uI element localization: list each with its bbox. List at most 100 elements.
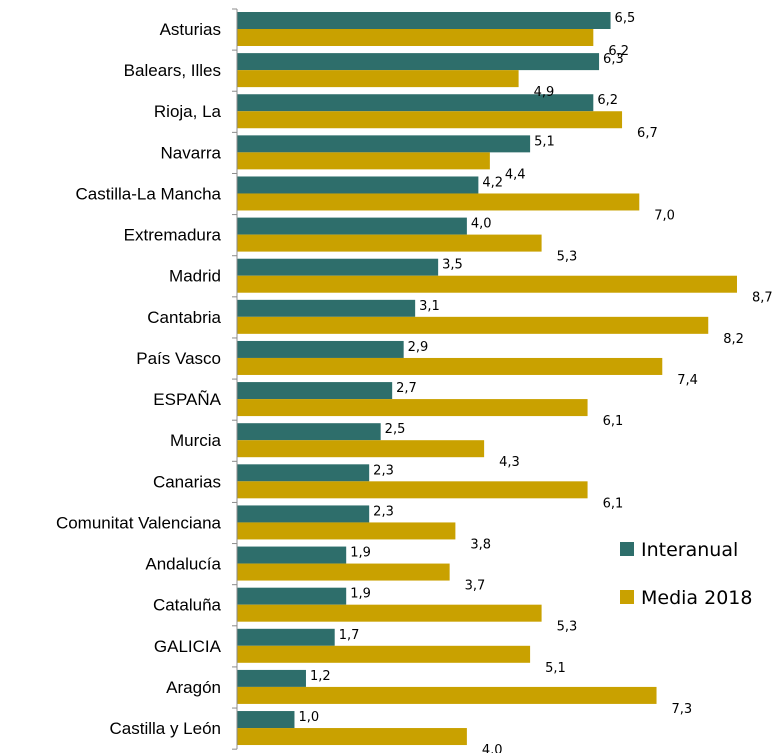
category-label-rioja-la: Rioja, La: [154, 102, 222, 121]
bar-interanual-castilla-la-mancha: [237, 176, 479, 194]
category-label-comunitat-valenciana: Comunitat Valenciana: [56, 513, 222, 532]
value-label-interanual-cataluna: 1,9: [350, 587, 371, 602]
bar-media-2018-cataluna: [237, 604, 542, 622]
bar-interanual-navarra: [237, 135, 531, 153]
bar-media-2018-castilla-y-leon: [237, 728, 467, 746]
bars-layer: [237, 12, 737, 746]
category-label-espana: ESPAÑA: [153, 390, 221, 409]
category-label-balears-illes: Balears, Illes: [124, 61, 221, 80]
value-label-media-2018-castilla-y-leon: 4,0: [482, 743, 503, 753]
bar-interanual-canarias: [237, 464, 370, 482]
value-label-media-2018-espana: 6,1: [603, 414, 624, 429]
category-label-cataluna: Cataluña: [153, 596, 222, 615]
value-label-media-2018-cantabria: 8,2: [723, 332, 744, 347]
value-label-interanual-andalucia: 1,9: [350, 546, 371, 561]
bar-interanual-aragon: [237, 669, 306, 687]
legend: Interanual Media 2018: [620, 539, 752, 609]
value-label-interanual-navarra: 5,1: [534, 134, 555, 149]
category-label-pais-vasco: País Vasco: [136, 349, 221, 368]
value-label-interanual-cantabria: 3,1: [419, 299, 440, 314]
category-label-asturias: Asturias: [160, 20, 221, 39]
value-label-interanual-balears-illes: 6,3: [603, 52, 624, 67]
category-label-murcia: Murcia: [170, 431, 222, 450]
bar-interanual-cantabria: [237, 299, 416, 317]
value-label-media-2018-andalucia: 3,7: [465, 579, 486, 594]
bar-interanual-murcia: [237, 423, 381, 441]
bar-media-2018-aragon: [237, 686, 657, 704]
value-label-interanual-comunitat-valenciana: 2,3: [373, 504, 394, 519]
bar-media-2018-rioja-la: [237, 111, 623, 129]
value-label-interanual-asturias: 6,5: [615, 11, 636, 26]
category-label-navarra: Navarra: [161, 143, 222, 162]
category-axis: [232, 8, 238, 750]
bar-interanual-castilla-y-leon: [237, 711, 295, 729]
value-label-media-2018-extremadura: 5,3: [557, 250, 578, 265]
bar-media-2018-cantabria: [237, 316, 709, 334]
legend-swatch-interanual: [620, 542, 634, 556]
bar-interanual-balears-illes: [237, 53, 600, 71]
bar-media-2018-balears-illes: [237, 70, 519, 88]
value-label-interanual-castilla-la-mancha: 4,2: [482, 175, 503, 190]
value-label-media-2018-galicia: 5,1: [545, 661, 566, 676]
value-label-interanual-pais-vasco: 2,9: [408, 340, 429, 355]
bar-media-2018-comunitat-valenciana: [237, 522, 456, 540]
value-label-interanual-madrid: 3,5: [442, 258, 463, 273]
bar-media-2018-espana: [237, 399, 588, 417]
bar-interanual-extremadura: [237, 217, 467, 235]
value-label-media-2018-pais-vasco: 7,4: [677, 373, 698, 388]
value-label-media-2018-asturias: 6,2: [608, 44, 629, 59]
category-labels: Asturias Balears, Illes Rioja, La Navarra Ca…: [56, 20, 222, 738]
bar-interanual-cataluna: [237, 587, 347, 605]
category-label-aragon: Aragón: [166, 678, 221, 697]
value-label-interanual-aragon: 1,2: [310, 669, 331, 684]
value-label-media-2018-canarias: 6,1: [603, 496, 624, 511]
value-label-interanual-extremadura: 4,0: [471, 217, 492, 232]
legend-label-interanual: Interanual: [641, 539, 738, 561]
bar-interanual-galicia: [237, 628, 335, 646]
bar-interanual-pais-vasco: [237, 340, 404, 358]
bar-media-2018-pais-vasco: [237, 357, 663, 375]
category-label-castilla-la-mancha: Castilla-La Mancha: [75, 184, 221, 203]
value-label-media-2018-cataluna: 5,3: [557, 620, 578, 635]
bar-media-2018-andalucia: [237, 563, 450, 581]
bar-media-2018-madrid: [237, 275, 737, 293]
value-label-interanual-rioja-la: 6,2: [597, 93, 618, 108]
bar-media-2018-asturias: [237, 29, 594, 46]
value-label-media-2018-murcia: 4,3: [499, 455, 520, 470]
bar-interanual-comunitat-valenciana: [237, 505, 370, 523]
bar-media-2018-canarias: [237, 481, 588, 499]
category-label-andalucia: Andalucía: [145, 555, 221, 574]
value-label-media-2018-balears-illes: 4,9: [534, 85, 555, 100]
value-labels: 6,56,26,34,96,26,75,14,44,27,04,05,33,58…: [298, 11, 772, 753]
bar-media-2018-galicia: [237, 645, 531, 663]
legend-label-media-2018: Media 2018: [641, 587, 752, 609]
category-label-cantabria: Cantabria: [147, 308, 221, 327]
bar-interanual-madrid: [237, 258, 439, 276]
category-label-castilla-y-leon: Castilla y León: [109, 719, 221, 738]
value-label-media-2018-comunitat-valenciana: 3,8: [470, 537, 491, 552]
bar-interanual-rioja-la: [237, 94, 594, 112]
bar-media-2018-castilla-la-mancha: [237, 193, 640, 211]
value-label-media-2018-aragon: 7,3: [672, 702, 693, 717]
value-label-media-2018-castilla-la-mancha: 7,0: [654, 208, 675, 223]
bar-media-2018-navarra: [237, 152, 490, 170]
value-label-interanual-murcia: 2,5: [385, 422, 406, 437]
value-label-interanual-espana: 2,7: [396, 381, 417, 396]
category-label-galicia: GALICIA: [154, 637, 222, 656]
bar-media-2018-extremadura: [237, 234, 542, 252]
category-label-canarias: Canarias: [153, 472, 221, 491]
category-label-madrid: Madrid: [169, 267, 221, 286]
bar-interanual-andalucia: [237, 546, 347, 564]
value-label-interanual-canarias: 2,3: [373, 463, 394, 478]
category-label-extremadura: Extremadura: [124, 226, 222, 245]
value-label-media-2018-rioja-la: 6,7: [637, 126, 658, 141]
value-label-interanual-galicia: 1,7: [339, 628, 360, 643]
value-label-media-2018-navarra: 4,4: [505, 167, 526, 182]
value-label-media-2018-madrid: 8,7: [752, 291, 773, 306]
legend-swatch-media-2018: [620, 590, 634, 604]
bar-interanual-espana: [237, 382, 393, 400]
bar-interanual-asturias: [237, 12, 611, 29]
bar-media-2018-murcia: [237, 440, 485, 458]
value-label-interanual-castilla-y-leon: 1,0: [298, 710, 319, 725]
